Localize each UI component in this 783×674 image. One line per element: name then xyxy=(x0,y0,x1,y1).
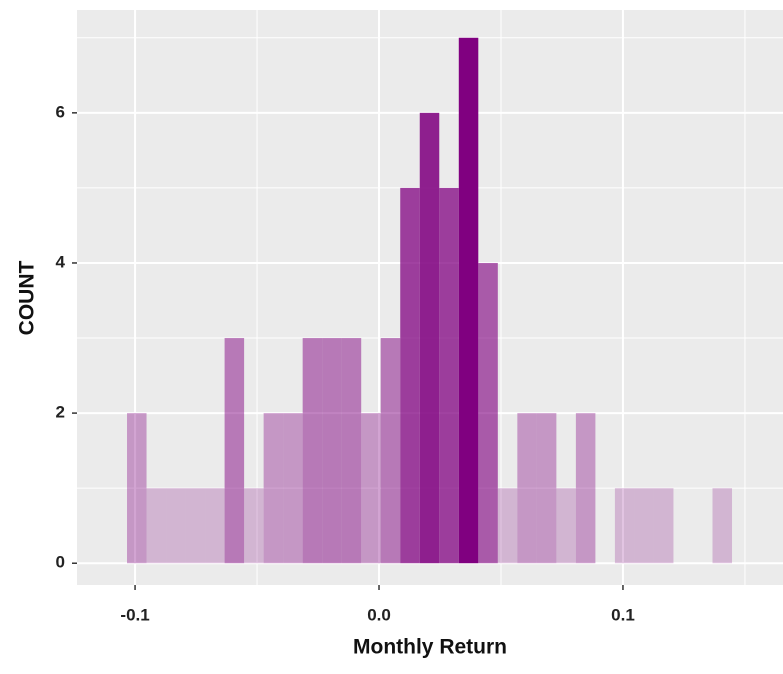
bar xyxy=(146,488,167,564)
x-tick-label: 0.1 xyxy=(611,605,635,624)
bar xyxy=(478,262,498,564)
bar xyxy=(419,112,440,564)
bar xyxy=(634,488,654,564)
bar xyxy=(322,338,342,564)
bar xyxy=(517,413,537,564)
bar xyxy=(400,187,420,564)
bar xyxy=(224,338,245,564)
bar xyxy=(497,488,518,564)
x-axis-title: Monthly Return xyxy=(353,636,507,659)
bar xyxy=(302,338,323,564)
bar xyxy=(439,187,459,564)
bar xyxy=(361,413,381,564)
bar xyxy=(614,488,635,564)
bar xyxy=(185,488,206,564)
y-tick-label: 6 xyxy=(56,102,65,121)
bar xyxy=(283,413,303,564)
y-tick-label: 4 xyxy=(56,252,66,271)
bar xyxy=(341,338,362,564)
bar xyxy=(653,488,674,564)
bar xyxy=(127,413,147,564)
bar xyxy=(712,488,733,564)
x-tick-label: -0.1 xyxy=(120,605,149,624)
bar xyxy=(380,338,401,564)
y-tick-label: 0 xyxy=(56,553,65,572)
bar xyxy=(536,413,557,564)
bar xyxy=(205,488,225,564)
bar xyxy=(166,488,186,564)
x-tick-label: 0.0 xyxy=(367,605,391,624)
bar xyxy=(263,413,284,564)
bar xyxy=(458,37,479,564)
y-axis-title: COUNT xyxy=(16,261,39,336)
y-tick-label: 2 xyxy=(56,403,65,422)
bar xyxy=(575,413,596,564)
bar xyxy=(244,488,264,564)
bars xyxy=(127,37,733,564)
bar xyxy=(556,488,576,564)
